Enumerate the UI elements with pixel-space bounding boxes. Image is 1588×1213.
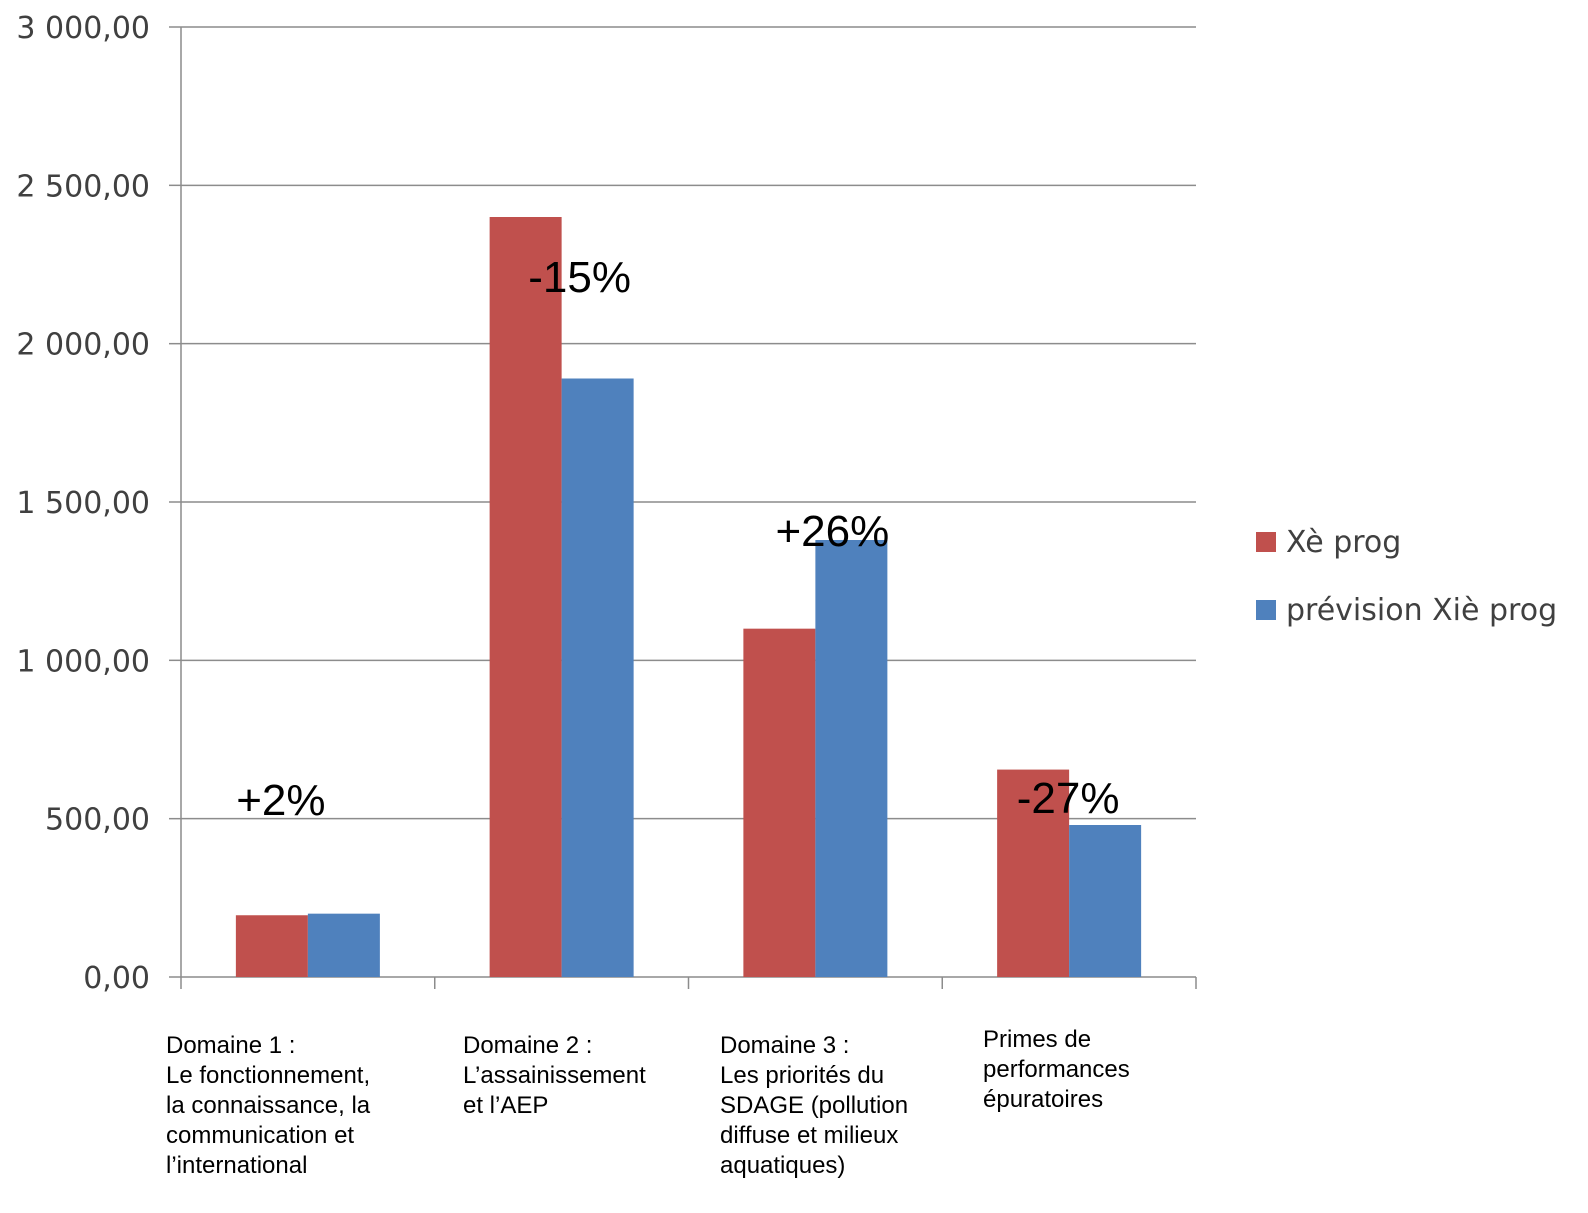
change-annotation: -15%	[528, 253, 631, 302]
legend-label: Xè prog	[1286, 525, 1401, 560]
bar-xe-prog	[235, 915, 308, 977]
legend-swatch	[1256, 600, 1276, 620]
legend-swatch	[1256, 532, 1276, 552]
y-tick-label: 0,00	[83, 961, 150, 996]
bar-prevision-xie-prog	[561, 378, 634, 977]
category-label: Domaine 3 : Les priorités du SDAGE (poll…	[720, 1032, 909, 1179]
category-label: Primes de performances épuratoires	[983, 1026, 1130, 1113]
y-tick-label: 1 000,00	[16, 644, 150, 679]
bar-xe-prog	[489, 217, 562, 977]
change-annotation: -27%	[1017, 774, 1120, 823]
change-annotation: +26%	[775, 507, 889, 556]
y-tick-label: 2 500,00	[16, 169, 150, 204]
bar-xe-prog	[997, 769, 1070, 977]
change-annotations: +2% -15% +26% -27%	[236, 253, 1119, 825]
legend: Xè prog prévision Xiè prog	[1256, 525, 1557, 628]
y-tick-label: 1 500,00	[16, 486, 150, 521]
category-label: Domaine 2 : L’assainissement et l’AEP	[463, 1032, 646, 1119]
legend-label: prévision Xiè prog	[1286, 593, 1557, 628]
y-tick-label: 3 000,00	[16, 11, 150, 46]
bars	[235, 217, 1142, 977]
y-tick-label: 500,00	[45, 803, 150, 838]
bar-prevision-xie-prog	[307, 913, 380, 977]
y-tick-label: 2 000,00	[16, 328, 150, 363]
y-axis-ticks: 0,00 500,00 1 000,00 1 500,00 2 000,00 2 500,…	[16, 11, 181, 996]
change-annotation: +2%	[236, 776, 325, 825]
bar-prevision-xie-prog	[815, 540, 888, 977]
bar-xe-prog	[743, 628, 816, 977]
category-label: Domaine 1 : Le fonctionnement, la connai…	[166, 1032, 371, 1179]
bar-prevision-xie-prog	[1069, 825, 1142, 977]
gridlines	[181, 26, 1196, 820]
